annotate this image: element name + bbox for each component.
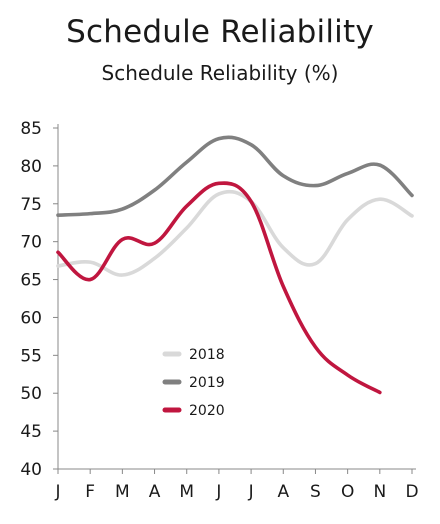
y-tick-label: 65	[20, 271, 42, 291]
x-tick-label: M	[179, 482, 194, 502]
series-lines	[56, 135, 414, 395]
legend: 2018 2019 2020	[162, 347, 225, 419]
y-tick-label: 70	[20, 233, 42, 253]
series-line-2018	[56, 189, 414, 277]
legend-label-2019: 2019	[189, 375, 225, 391]
legend-label-2018: 2018	[189, 347, 225, 363]
x-tick-label: M	[115, 482, 130, 502]
y-tick-label: 60	[20, 308, 42, 328]
chart-subtitle: Schedule Reliability (%)	[101, 61, 339, 85]
y-tick-label: 80	[20, 157, 42, 177]
y-tick-label: 55	[20, 346, 42, 366]
x-tick-label: S	[310, 482, 321, 502]
legend-label-2020: 2020	[189, 403, 225, 419]
y-tick-label: 50	[20, 384, 42, 404]
x-tick-label: J	[54, 482, 60, 502]
x-tick-label: A	[277, 482, 289, 502]
y-tick-label: 75	[20, 195, 42, 215]
x-tick-label: J	[248, 482, 254, 502]
x-tick-label: A	[149, 482, 161, 502]
x-tick-label: J	[215, 482, 221, 502]
chart-title: Schedule Reliability	[66, 14, 374, 50]
y-tick-label: 45	[20, 422, 42, 442]
y-tick-label: 85	[20, 119, 42, 139]
series-line-2019	[56, 135, 414, 217]
y-axis: 85 80 75 70 65 60 55 50 45 40	[20, 119, 59, 480]
x-tick-label: F	[85, 482, 95, 502]
x-tick-label: O	[341, 482, 354, 502]
y-tick-label: 40	[20, 460, 42, 480]
series-line-2020	[56, 181, 382, 395]
x-tick-label: N	[373, 482, 386, 502]
x-tick-label: D	[405, 482, 418, 502]
